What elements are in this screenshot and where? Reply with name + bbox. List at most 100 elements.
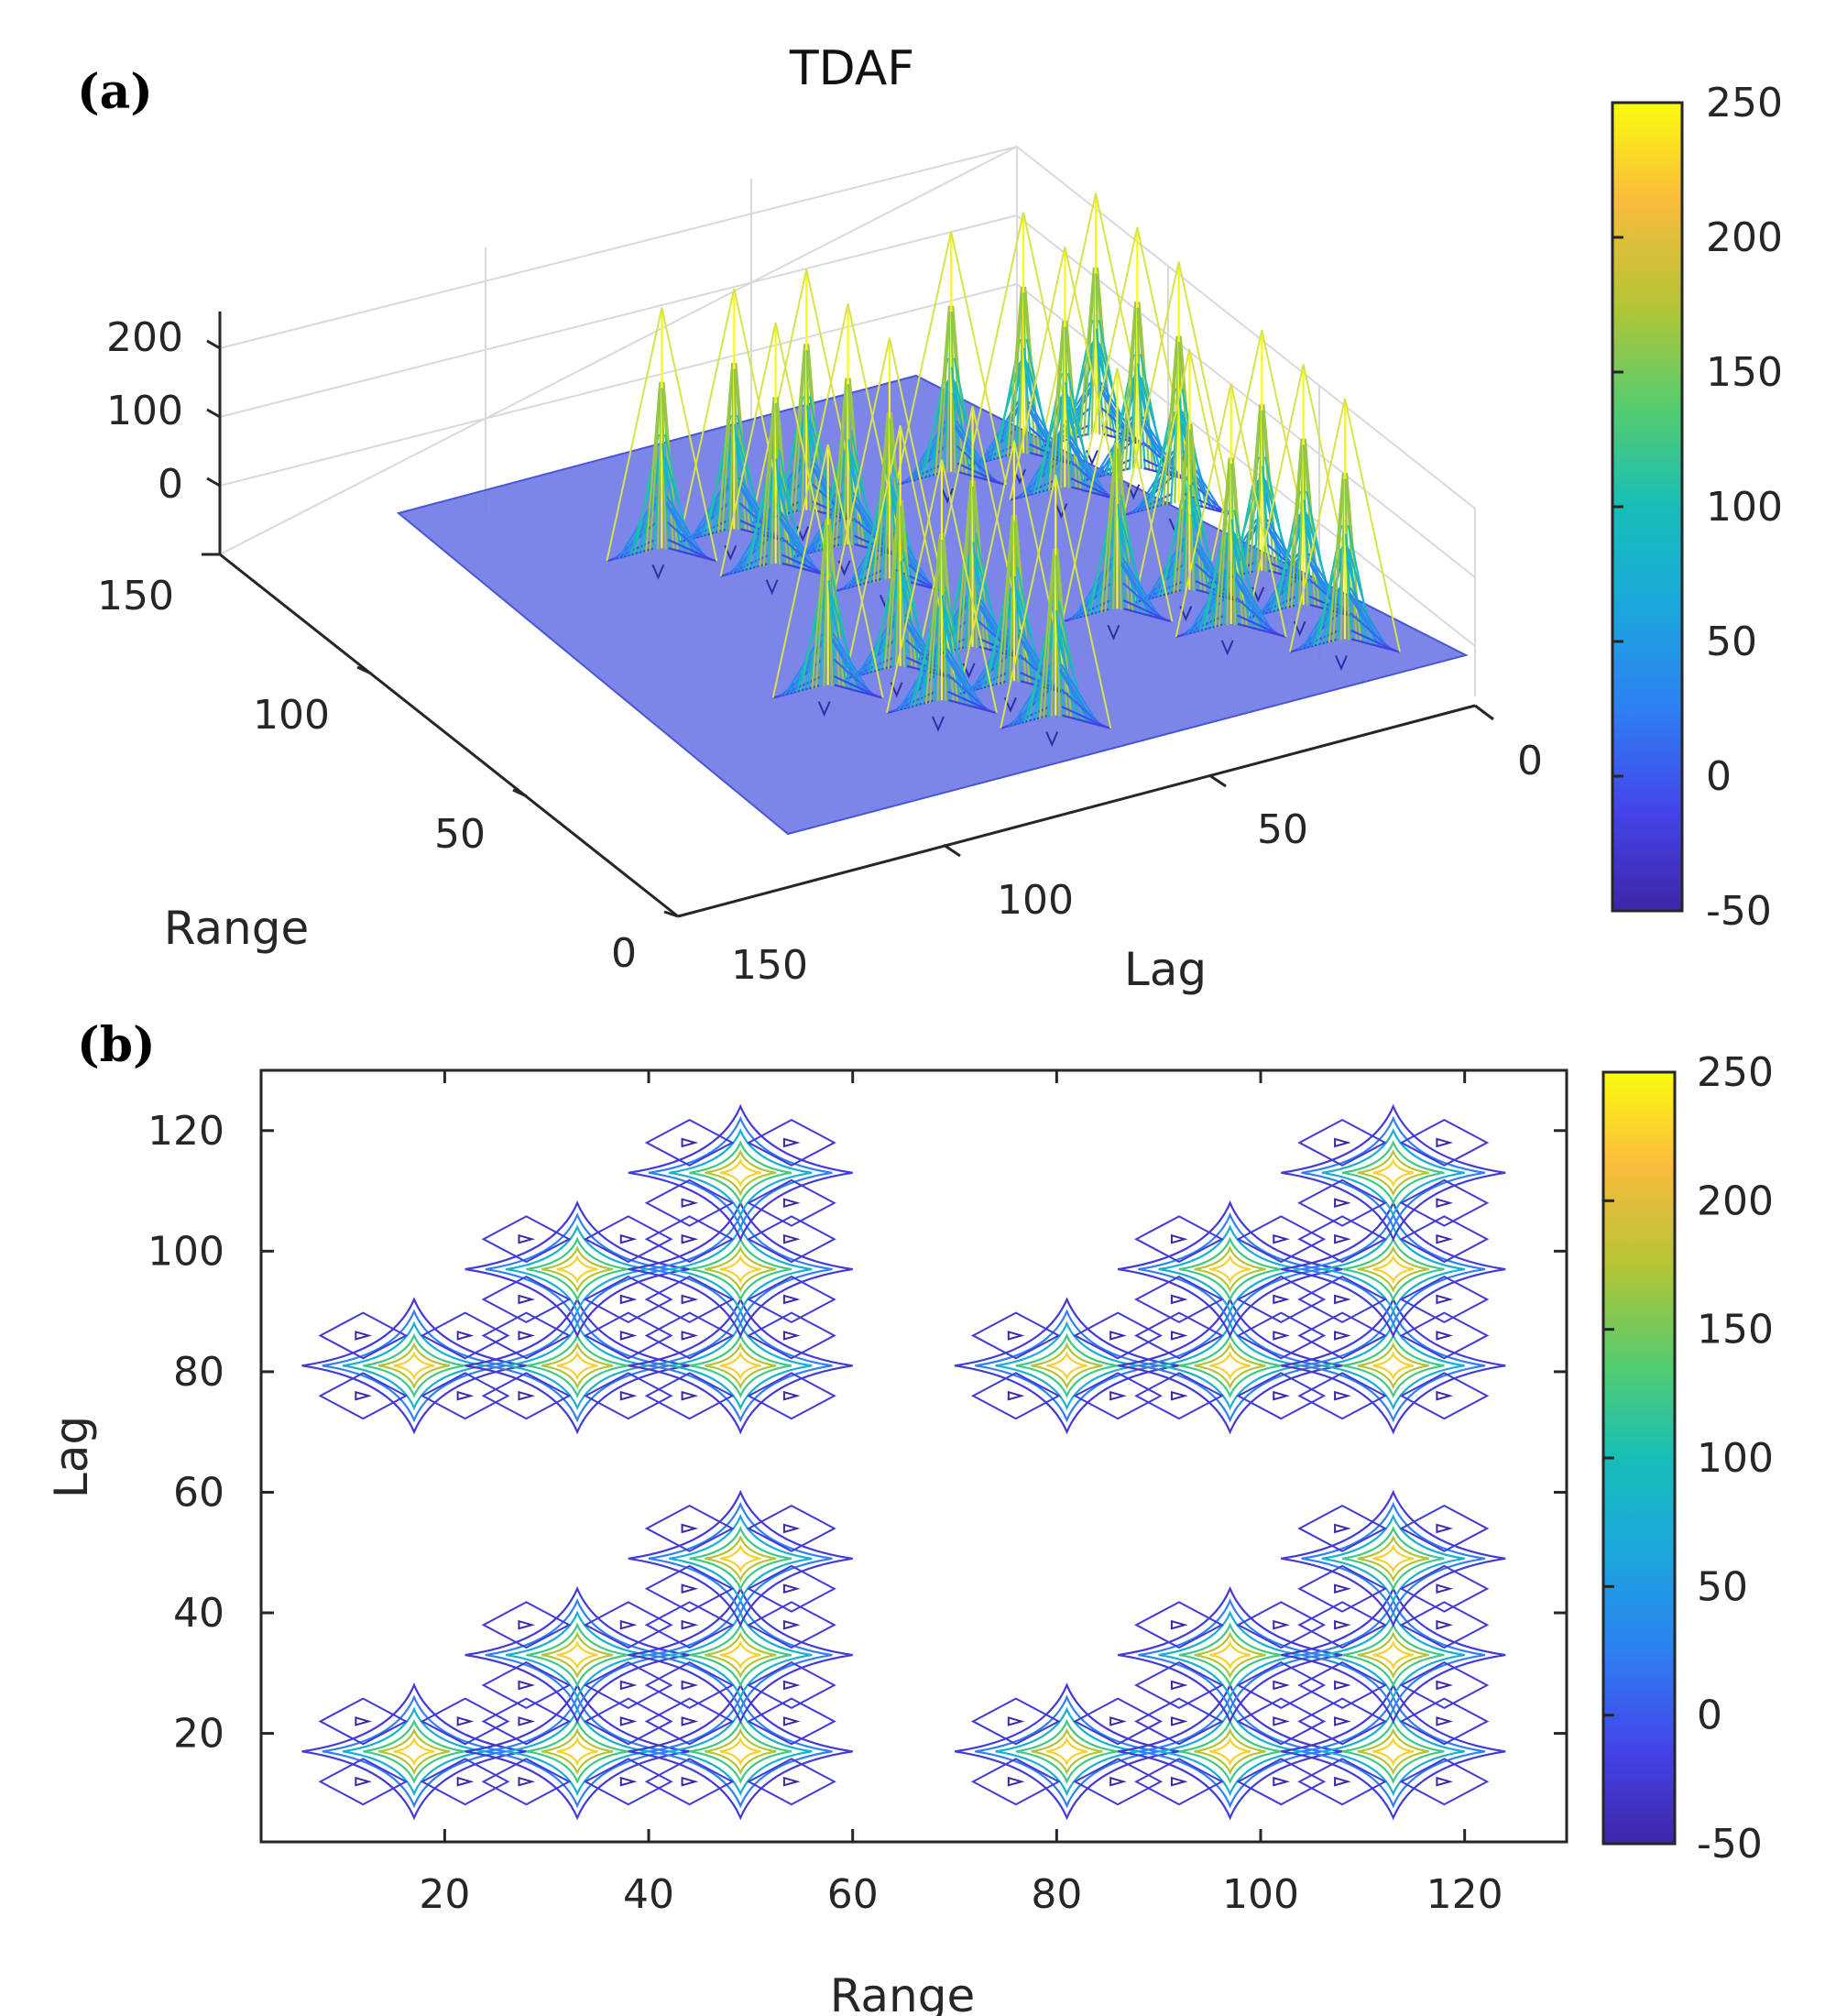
mesh-strand <box>1013 575 1023 684</box>
lag-axis-line <box>677 704 1476 918</box>
mesh-strand <box>728 368 735 531</box>
contour-lobe <box>1236 1660 1327 1709</box>
contour-line <box>705 1727 777 1776</box>
contour-lobe <box>644 1660 735 1709</box>
contour-line <box>954 1297 1180 1435</box>
contour-min <box>782 1331 801 1341</box>
contour-min <box>782 1198 801 1209</box>
contour-min <box>1273 1294 1290 1305</box>
mesh-dip <box>1107 624 1120 641</box>
contour-line <box>322 1309 507 1423</box>
mesh-strand <box>945 654 978 709</box>
mesh-strand <box>943 621 967 707</box>
contour-line <box>669 1513 813 1604</box>
mesh-strand <box>934 305 951 477</box>
mesh-strand <box>891 499 914 585</box>
mesh-strand <box>665 502 698 557</box>
mesh-strand <box>649 388 661 552</box>
contour-line <box>1372 1255 1415 1285</box>
mesh-strand <box>1060 688 1104 728</box>
contour-min <box>681 1776 699 1787</box>
contour-lobe <box>1297 1118 1387 1167</box>
mesh-strand <box>901 499 917 670</box>
mesh-strand <box>645 381 661 553</box>
contour-line <box>705 1342 777 1390</box>
contour-line <box>1117 1297 1343 1435</box>
colorbar-tick-label: 250 <box>1706 80 1783 126</box>
contour-min <box>1436 1776 1454 1787</box>
contour-min <box>1436 1583 1454 1594</box>
surface-peak <box>1000 474 1112 748</box>
contour-min <box>1273 1619 1290 1630</box>
contour-lobe <box>583 1275 673 1323</box>
contour-lobe <box>1134 1215 1224 1264</box>
mesh-strand <box>1230 519 1240 626</box>
surface-peak <box>895 231 1008 504</box>
contour-min <box>782 1583 801 1594</box>
mesh-dip <box>941 488 955 504</box>
mesh-strand <box>1350 638 1401 653</box>
contour-min <box>1334 1331 1351 1341</box>
contour-lobe <box>1134 1758 1224 1806</box>
mesh-strand <box>849 465 873 551</box>
contour-peak <box>954 1297 1180 1435</box>
mesh-dip <box>765 579 779 596</box>
contour-line <box>1357 1245 1429 1293</box>
mesh-strand <box>831 378 847 549</box>
contour-min <box>681 1390 699 1401</box>
mesh-strand <box>1123 608 1173 623</box>
mesh-strand <box>997 514 1013 685</box>
contour-lobe <box>1297 1311 1387 1360</box>
contour-peak <box>464 1585 690 1725</box>
mesh-strand <box>941 595 951 703</box>
contour-line <box>1301 1115 1486 1230</box>
contour-min <box>782 1294 801 1305</box>
contour-line <box>648 1501 833 1616</box>
mesh-strand <box>902 586 925 673</box>
mesh-strand <box>1124 308 1137 471</box>
contour-min <box>782 1137 801 1148</box>
mesh-strand <box>737 438 767 537</box>
contour-line <box>1321 1513 1465 1604</box>
mesh-strand <box>1119 530 1142 615</box>
contour-line <box>1372 1157 1415 1188</box>
contour-lobe <box>583 1311 673 1360</box>
peak-ridge <box>606 307 718 562</box>
contour-line <box>1209 1351 1251 1381</box>
lag-tick-100 <box>943 843 961 858</box>
contour-min <box>1170 1390 1188 1401</box>
contour-min <box>1273 1680 1290 1691</box>
contour-lobe <box>1297 1215 1387 1264</box>
contour-line <box>1281 1682 1506 1821</box>
y-tick-label: 20 <box>173 1711 224 1758</box>
mesh-strand <box>1120 564 1153 618</box>
contour-lobe <box>1297 1697 1387 1746</box>
z-tick-0 <box>206 477 221 488</box>
x-tick-label: 40 <box>623 1871 674 1918</box>
contour-min <box>1436 1619 1454 1630</box>
contour-lobe <box>970 1697 1061 1746</box>
contour-line <box>669 1610 813 1700</box>
contour-line <box>1301 1309 1486 1423</box>
mesh-strand <box>957 470 1007 487</box>
mesh-strand <box>781 536 824 575</box>
mesh-strand <box>945 609 975 708</box>
contour-min <box>518 1716 536 1726</box>
contour-min <box>518 1331 536 1341</box>
peak-ridge <box>895 231 1008 486</box>
range-tick-50 <box>512 788 528 798</box>
mesh-strand <box>1121 582 1165 621</box>
contour-lobe <box>583 1697 673 1746</box>
contour-lobe <box>1134 1697 1224 1746</box>
contour-line <box>669 1224 813 1314</box>
contour-line <box>1321 1127 1465 1218</box>
contour-min <box>1334 1619 1351 1630</box>
mesh-strand <box>814 525 828 688</box>
mesh-strand <box>1138 301 1154 472</box>
contour-lobe <box>970 1758 1061 1806</box>
contour-lobe <box>747 1697 836 1746</box>
contour-min <box>518 1680 536 1691</box>
contour-lobe <box>1134 1275 1224 1323</box>
mesh-strand <box>1055 610 1065 718</box>
z-tick-200 <box>206 339 221 350</box>
